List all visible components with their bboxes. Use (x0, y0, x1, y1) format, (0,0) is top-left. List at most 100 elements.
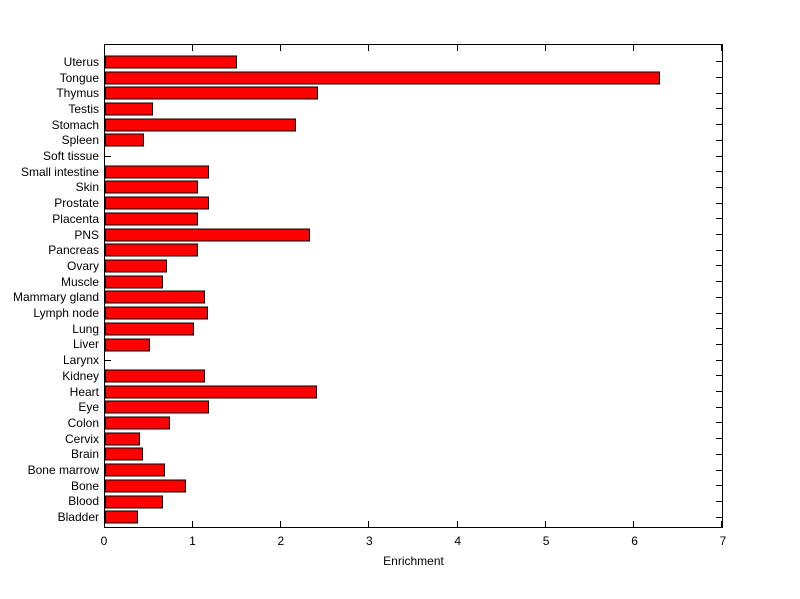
bar (105, 86, 319, 100)
y-tick-mark (716, 77, 722, 79)
bar-row (105, 305, 722, 321)
bar-row (105, 478, 722, 494)
bar-row (105, 274, 722, 290)
bar (105, 416, 171, 430)
bar-row (105, 447, 722, 463)
bar (105, 275, 164, 289)
x-tick-label: 5 (542, 534, 550, 548)
y-tick-mark (716, 469, 722, 471)
y-tick-mark (716, 391, 722, 393)
bar (105, 228, 311, 242)
y-tick-mark (716, 234, 722, 236)
y-tick-label: Ovary (66, 258, 99, 273)
bar (105, 432, 141, 446)
y-tick-label: Heart (69, 384, 99, 399)
bar-row (105, 462, 722, 478)
y-tick-label: Colon (67, 415, 99, 430)
y-tick-label: Brain (70, 447, 99, 462)
bar-row (105, 211, 722, 227)
bar-row (105, 101, 722, 117)
bar (105, 165, 209, 179)
y-tick-label: Eye (78, 400, 99, 415)
y-tick-mark (716, 406, 722, 408)
y-tick-mark (716, 186, 722, 188)
bar-row (105, 180, 722, 196)
y-tick-label: Bone (70, 478, 99, 493)
x-tick-mark (192, 521, 194, 527)
y-tick-label: PNS (74, 227, 99, 242)
y-tick-label: Pancreas (48, 243, 99, 258)
x-tick-mark (721, 521, 722, 527)
y-tick-label: Uterus (63, 54, 99, 69)
y-tick-mark (716, 343, 722, 345)
x-tick-mark (104, 521, 105, 527)
bar (105, 118, 297, 132)
x-tick-label: 1 (189, 534, 196, 548)
bar-row (105, 258, 722, 274)
y-tick-label: Cervix (64, 431, 99, 446)
bar (105, 369, 205, 383)
y-tick-mark (716, 516, 722, 518)
y-tick-mark (105, 155, 111, 157)
y-tick-label: Small intestine (20, 164, 99, 179)
y-tick-label: Soft tissue (42, 149, 99, 164)
x-tick-mark (632, 521, 634, 527)
y-tick-mark (716, 312, 722, 314)
y-tick-mark (716, 155, 722, 157)
bar (105, 259, 167, 273)
x-tick-label: 4 (454, 534, 462, 548)
bar (105, 196, 209, 210)
bar-row (105, 164, 722, 180)
y-tick-mark (716, 108, 722, 110)
y-tick-label: Spleen (61, 133, 99, 148)
y-tick-mark (716, 328, 722, 330)
bar (105, 243, 198, 257)
y-tick-mark (716, 422, 722, 424)
y-tick-label: Prostate (54, 196, 99, 211)
x-tick-mark (192, 45, 194, 51)
bar-row (105, 494, 722, 510)
y-tick-mark (716, 453, 722, 455)
y-tick-label: Stomach (51, 117, 99, 132)
bar (105, 133, 144, 147)
x-tick-mark (280, 521, 282, 527)
bar-row (105, 227, 722, 243)
y-tick-mark (716, 171, 722, 173)
y-tick-label: Testis (68, 101, 99, 116)
y-tick-mark (716, 485, 722, 487)
bar (105, 322, 195, 336)
x-tick-mark (544, 45, 546, 51)
y-tick-mark (716, 500, 722, 502)
bar (105, 385, 317, 399)
x-tick-mark (721, 45, 722, 51)
x-tick-mark (456, 521, 458, 527)
y-tick-mark (716, 139, 722, 141)
bar-row (105, 117, 722, 133)
bar (105, 495, 164, 509)
x-tick-label: 7 (719, 534, 727, 548)
y-tick-label: Bone marrow (27, 463, 99, 478)
bar (105, 400, 209, 414)
y-tick-label: Skin (75, 180, 99, 195)
bar (105, 306, 209, 320)
y-tick-label: Lung (72, 321, 99, 336)
x-tick-mark (544, 521, 546, 527)
bar-row (105, 399, 722, 415)
bar-row (105, 337, 722, 353)
x-tick-mark (632, 45, 634, 51)
y-tick-mark (716, 124, 722, 126)
y-tick-mark (716, 265, 722, 267)
bar (105, 55, 238, 69)
x-tick-label: 2 (277, 534, 285, 548)
bar-row (105, 415, 722, 431)
y-tick-label: Thymus (56, 86, 99, 101)
bar-row (105, 368, 722, 384)
y-tick-mark (716, 202, 722, 204)
y-tick-label: Blood (68, 494, 99, 509)
bar (105, 180, 199, 194)
y-tick-label: Placenta (52, 211, 99, 226)
bar (105, 510, 139, 524)
bar-row (105, 242, 722, 258)
bar (105, 290, 205, 304)
bar-row (105, 148, 722, 164)
